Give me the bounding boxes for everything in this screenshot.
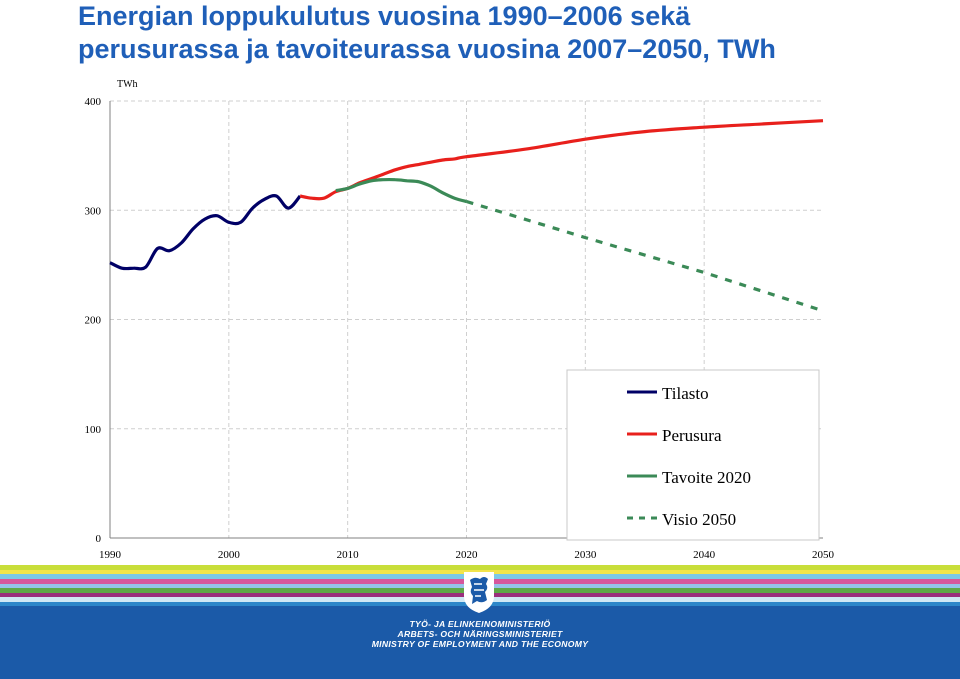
series-layer: [109, 119, 824, 313]
x-tick-label: 2040: [693, 549, 716, 561]
x-tick-label: 2020: [456, 549, 479, 561]
footer-stripe: [0, 563, 960, 565]
chart-title-line-2: perusurassa ja tavoiteurassa vuosina 200…: [78, 34, 776, 64]
chart-title: Energian loppukulutus vuosina 1990–2006 …: [78, 0, 776, 66]
legend: Tilasto Perusura Tavoite 2020 Visio 2050: [566, 369, 820, 541]
ministry-name-en: MINISTRY OF EMPLOYMENT AND THE ECONOMY: [371, 639, 589, 649]
ministry-name-fi: TYÖ- JA ELINKEINOMINISTERIÖ: [409, 619, 551, 629]
chart-canvas: 0 100 200 300 400 1990 2000 2010 2020 2030 2040 205…: [85, 79, 835, 561]
x-tick-label: 2000: [218, 549, 241, 561]
legend-label: Perusura: [662, 426, 722, 445]
y-tick-label: 300: [85, 205, 102, 217]
chart-title-line-1: Energian loppukulutus vuosina 1990–2006 …: [78, 1, 691, 31]
y-tick-label: 200: [85, 315, 102, 327]
ministry-name-sv: ARBETS- OCH NÄRINGSMINISTERIET: [397, 629, 563, 639]
y-tick-label: 0: [96, 533, 102, 545]
series-line-tavoite-2020: [335, 177, 467, 204]
series-line-perusura: [299, 119, 824, 201]
y-tick-label: 100: [85, 424, 102, 436]
series-line-visio-2050: [466, 199, 824, 313]
legend-label: Tavoite 2020: [662, 468, 751, 487]
footer-banner: TYÖ- JA ELINKEINOMINISTERIÖ ARBETS- OCH …: [0, 563, 960, 679]
y-axis-label: TWh: [117, 79, 138, 90]
legend-label: Visio 2050: [662, 510, 736, 529]
series-line-tilasto: [109, 194, 302, 271]
legend-label: Tilasto: [662, 384, 709, 403]
x-tick-label: 2030: [574, 549, 597, 561]
footer-stripe: [0, 565, 960, 570]
legend-box: [566, 369, 820, 541]
x-tick-label: 2050: [812, 549, 835, 561]
y-tick-label: 400: [85, 96, 102, 108]
lion-crest-icon: [464, 572, 494, 613]
x-tick-label: 1990: [99, 549, 122, 561]
x-tick-label: 2010: [337, 549, 360, 561]
